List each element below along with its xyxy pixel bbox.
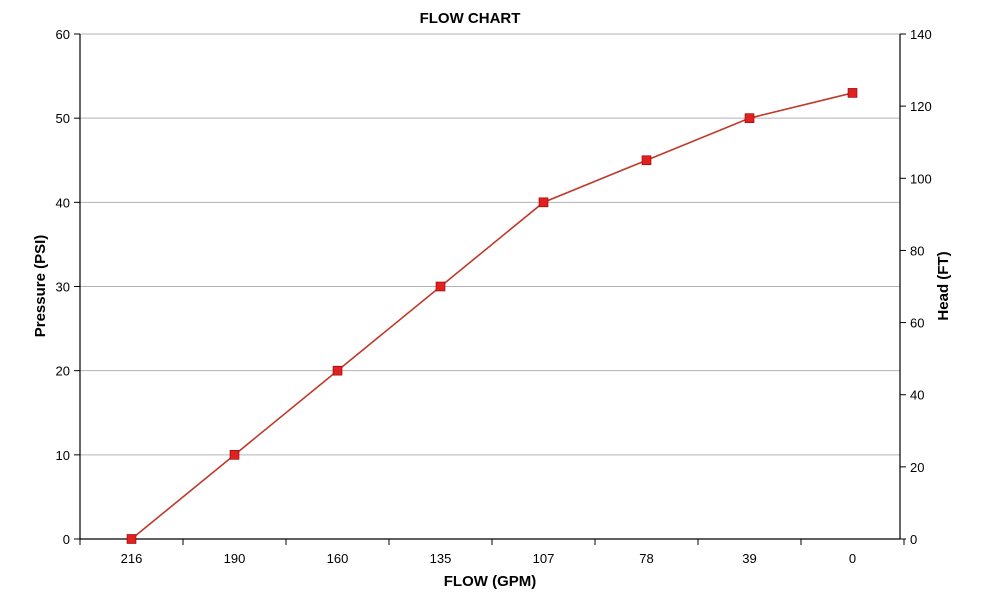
data-point-marker	[538, 197, 549, 208]
data-point-marker	[435, 281, 446, 292]
right-tick-label: 140	[910, 27, 932, 42]
data-point-marker	[126, 534, 137, 544]
x-tick-label: 190	[224, 551, 246, 566]
x-axis-title: FLOW (GPM)	[444, 573, 536, 590]
x-tick-label: 160	[327, 551, 349, 566]
x-tick-label: 39	[742, 551, 756, 566]
x-tick-label: 107	[533, 551, 555, 566]
series-pressure	[126, 88, 858, 544]
x-tick-label: 0	[849, 551, 856, 566]
left-y-axis-title: Pressure (PSI)	[32, 235, 49, 338]
x-tick-label: 216	[121, 551, 143, 566]
data-point-marker	[847, 88, 858, 98]
right-tick-label: 120	[910, 99, 932, 114]
chart-title: FLOW CHART	[420, 10, 521, 27]
left-tick-label: 60	[56, 27, 70, 42]
left-tick-label: 20	[56, 364, 70, 379]
left-tick-label: 10	[56, 448, 70, 463]
right-y-axis-ticks: 0 20 40 60 80 100 120 140	[900, 27, 932, 547]
left-y-axis-ticks: 0 10 20 30 40 50 60	[56, 27, 80, 547]
right-tick-label: 40	[910, 388, 924, 403]
right-tick-label: 100	[910, 171, 932, 186]
series-line	[130, 92, 853, 540]
right-tick-label: 60	[910, 316, 924, 331]
left-tick-label: 40	[56, 195, 70, 210]
data-point-marker	[641, 155, 652, 166]
x-tick-label: 78	[639, 551, 653, 566]
right-tick-label: 80	[910, 243, 924, 258]
left-tick-label: 0	[63, 532, 70, 547]
right-tick-label: 20	[910, 460, 924, 475]
data-point-marker	[744, 113, 755, 123]
right-tick-label: 0	[910, 532, 917, 547]
x-tick-label: 135	[430, 551, 452, 566]
left-tick-label: 30	[56, 280, 70, 295]
right-y-axis-title: Head (FT)	[935, 251, 952, 320]
left-tick-label: 50	[56, 111, 70, 126]
data-point-marker	[229, 450, 240, 460]
gridlines	[80, 33, 900, 456]
data-point-marker	[332, 365, 343, 376]
x-axis-ticks: 216 190 160 135 107 78 39 0	[79, 539, 905, 566]
